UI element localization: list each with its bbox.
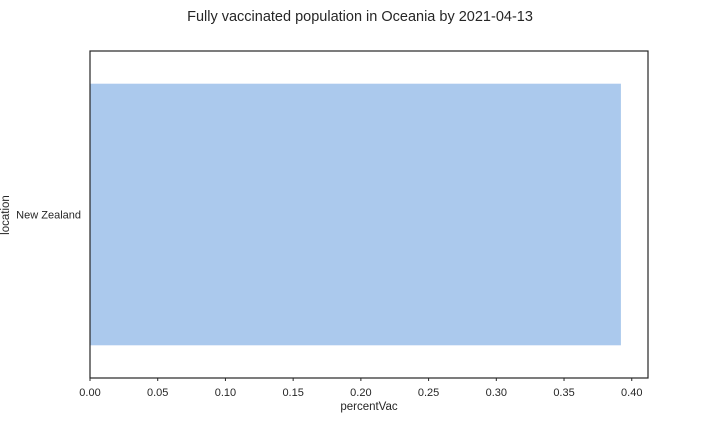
- x-tick-label: 0.40: [621, 387, 642, 399]
- x-axis-label: percentVac: [340, 401, 398, 413]
- plot-frame: [89, 50, 649, 379]
- x-tick-label: 0.10: [215, 387, 236, 399]
- chart-title: Fully vaccinated population in Oceania b…: [187, 9, 533, 25]
- x-tick-label: 0.00: [79, 387, 100, 399]
- x-tick-label: 0.05: [147, 387, 168, 399]
- x-tick-label: 0.20: [350, 387, 371, 399]
- x-tick-label: 0.25: [418, 387, 439, 399]
- x-tick-label: 0.30: [486, 387, 507, 399]
- x-axis-ticks: 0.00 0.05 0.10 0.15 0.20 0.25 0.30 0.35 0.40: [79, 378, 642, 399]
- x-tick-label: 0.35: [553, 387, 574, 399]
- y-tick-label: New Zealand: [16, 210, 81, 222]
- y-axis-label: location: [0, 195, 12, 235]
- y-axis-ticks: New Zealand: [16, 210, 81, 222]
- bar-new-zealand: [90, 83, 621, 346]
- x-tick-label: 0.15: [282, 387, 303, 399]
- bars-group: [90, 83, 621, 346]
